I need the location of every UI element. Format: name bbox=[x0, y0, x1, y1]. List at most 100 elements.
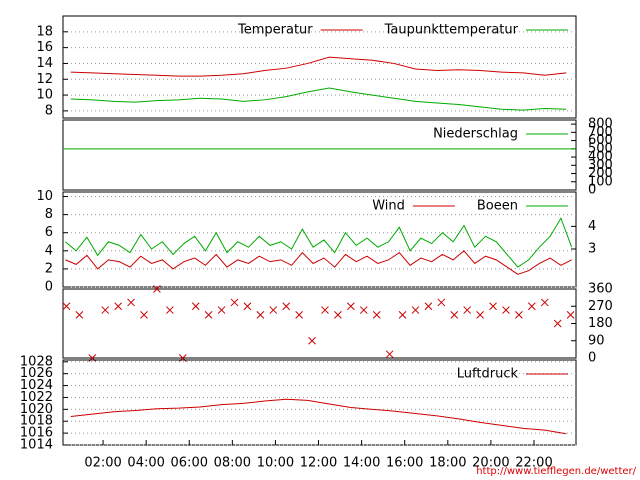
direction-marker bbox=[282, 302, 291, 311]
legend-label: Niederschlag bbox=[433, 127, 518, 142]
direction-marker bbox=[476, 311, 484, 319]
y-tick-label: 600 bbox=[588, 133, 613, 148]
y-tick-label: 360 bbox=[588, 282, 613, 297]
direction-marker bbox=[166, 306, 174, 314]
direction-marker bbox=[540, 298, 549, 307]
panel-frame bbox=[62, 119, 577, 191]
direction-marker bbox=[385, 350, 394, 359]
y-tick-label: 4 bbox=[45, 243, 53, 258]
series-line bbox=[70, 56, 567, 77]
y-tick-label: 6 bbox=[45, 225, 53, 240]
direction-marker bbox=[204, 311, 213, 319]
panel-frame bbox=[62, 288, 577, 359]
y-tick-label: 2 bbox=[45, 261, 53, 276]
y-tick-label: 1024 bbox=[20, 378, 53, 393]
direction-marker bbox=[191, 302, 200, 311]
y-tick-label: 1022 bbox=[20, 390, 53, 405]
y-tick-label: 500 bbox=[588, 141, 613, 156]
legend-label: Luftdruck bbox=[457, 367, 519, 382]
direction-marker bbox=[295, 311, 303, 319]
y-tick-label: 8 bbox=[45, 207, 53, 222]
legend-label: Temperatur bbox=[237, 23, 313, 38]
direction-marker bbox=[334, 311, 342, 319]
direction-marker bbox=[230, 298, 239, 307]
y-tick-label: 0 bbox=[45, 280, 53, 295]
series-line bbox=[65, 250, 572, 275]
legend-label: Boeen bbox=[477, 199, 518, 214]
y-tick-label: 10 bbox=[36, 88, 53, 103]
y-tick-label: 1028 bbox=[20, 354, 53, 369]
panel-frame bbox=[62, 15, 577, 119]
y-tick-label: 1018 bbox=[20, 414, 53, 429]
direction-marker bbox=[463, 306, 472, 314]
y-tick-label: 400 bbox=[588, 150, 613, 165]
y-tick-label: 10 bbox=[36, 189, 53, 204]
direction-marker bbox=[489, 302, 497, 311]
direction-marker bbox=[450, 311, 459, 319]
y-tick-label: 3 bbox=[588, 242, 596, 257]
y-tick-label: 800 bbox=[588, 117, 613, 132]
series-line bbox=[65, 217, 573, 268]
y-tick-label: 180 bbox=[588, 316, 613, 331]
direction-marker bbox=[62, 302, 71, 311]
direction-marker bbox=[398, 311, 407, 319]
y-tick-label: 270 bbox=[588, 299, 613, 314]
y-tick-label: 100 bbox=[588, 174, 613, 189]
legend-label: Wind bbox=[372, 199, 405, 214]
y-tick-label: 90 bbox=[588, 333, 605, 348]
x-tick-label: 12:00 bbox=[300, 456, 337, 471]
y-tick-label: 0 bbox=[588, 183, 596, 198]
direction-marker bbox=[153, 285, 161, 293]
direction-marker bbox=[437, 298, 446, 307]
y-tick-label: 1026 bbox=[20, 366, 53, 381]
y-tick-label: 700 bbox=[588, 125, 613, 140]
y-tick-label: 4 bbox=[588, 219, 596, 234]
direction-marker bbox=[566, 311, 575, 319]
direction-marker bbox=[424, 302, 433, 311]
y-tick-label: 12 bbox=[36, 72, 53, 87]
legend-label: Taupunkttemperatur bbox=[384, 23, 519, 38]
y-tick-label: 200 bbox=[588, 166, 613, 181]
direction-marker bbox=[553, 319, 562, 328]
direction-marker bbox=[515, 311, 523, 319]
x-tick-label: 20:00 bbox=[472, 456, 509, 471]
x-tick-label: 16:00 bbox=[386, 456, 423, 471]
direction-marker bbox=[346, 302, 355, 311]
y-tick-label: 1020 bbox=[20, 402, 53, 417]
direction-marker bbox=[75, 311, 84, 319]
direction-marker bbox=[321, 306, 329, 314]
direction-marker bbox=[502, 306, 510, 314]
direction-marker bbox=[127, 298, 135, 307]
y-tick-label: 0 bbox=[588, 351, 596, 366]
direction-marker bbox=[372, 311, 381, 319]
direction-marker bbox=[411, 306, 420, 314]
direction-marker bbox=[114, 302, 123, 311]
x-tick-label: 10:00 bbox=[257, 456, 294, 471]
x-tick-label: 04:00 bbox=[127, 456, 164, 471]
x-tick-label: 14:00 bbox=[343, 456, 380, 471]
y-tick-label: 1014 bbox=[20, 438, 53, 453]
direction-marker bbox=[269, 306, 278, 314]
y-tick-label: 8 bbox=[45, 103, 53, 118]
y-tick-label: 14 bbox=[36, 56, 53, 71]
x-tick-label: 02:00 bbox=[84, 456, 121, 471]
y-tick-label: 16 bbox=[36, 40, 53, 55]
direction-marker bbox=[359, 306, 368, 314]
x-tick-label: 06:00 bbox=[171, 456, 208, 471]
series-line bbox=[70, 398, 567, 435]
x-tick-label: 22:00 bbox=[515, 456, 552, 471]
direction-marker bbox=[217, 306, 226, 314]
direction-marker bbox=[243, 302, 252, 311]
x-tick-label: 08:00 bbox=[214, 456, 251, 471]
direction-marker bbox=[140, 311, 148, 319]
y-tick-label: 300 bbox=[588, 158, 613, 173]
direction-marker bbox=[308, 336, 316, 345]
series-line bbox=[70, 87, 567, 111]
footer-url: http://www.tiefflegen.de/wetter/ bbox=[476, 466, 636, 477]
y-tick-label: 18 bbox=[36, 24, 53, 39]
direction-marker bbox=[101, 306, 110, 314]
direction-marker bbox=[256, 311, 265, 319]
direction-marker bbox=[527, 302, 536, 311]
x-tick-label: 18:00 bbox=[429, 456, 466, 471]
